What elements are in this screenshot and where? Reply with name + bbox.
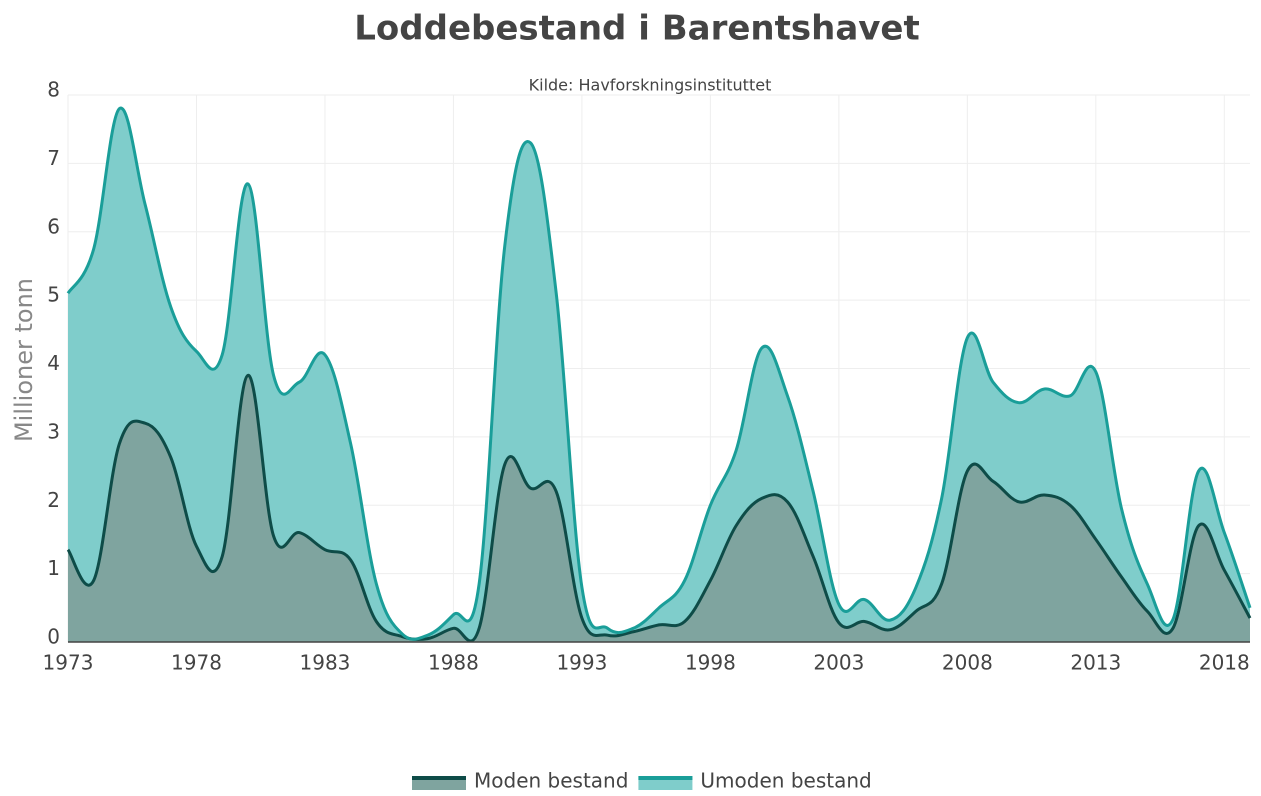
x-tick-label: 2003 [813, 651, 864, 675]
x-tick-label: 1973 [43, 651, 94, 675]
y-tick-label: 4 [47, 351, 60, 375]
y-tick-label: 7 [47, 146, 60, 170]
y-tick-label: 2 [47, 488, 60, 512]
x-tick-label: 2013 [1070, 651, 1121, 675]
chart-title: Loddebestand i Barentshavet [354, 9, 919, 49]
x-tick-label: 2008 [942, 651, 993, 675]
x-tick-label: 1978 [171, 651, 222, 675]
line [66, 106, 1252, 641]
x-tick-label: 1988 [428, 651, 479, 675]
area [68, 375, 1250, 642]
line [66, 373, 1252, 643]
area [68, 108, 1250, 642]
x-tick-label: 1998 [685, 651, 736, 675]
x-tick-label: 1983 [300, 651, 351, 675]
y-tick-label: 3 [47, 419, 60, 443]
legend-label: Umoden bestand [700, 769, 871, 793]
chart-subtitle: Kilde: Havforskningsinstituttet [529, 76, 772, 95]
y-tick-label: 0 [47, 625, 60, 649]
y-tick-label: 1 [47, 556, 60, 580]
x-tick-label: 2018 [1199, 651, 1250, 675]
y-tick-label: 5 [47, 283, 60, 307]
legend-label: Moden bestand [474, 769, 628, 793]
y-axis-label: Millioner tonn [10, 278, 38, 442]
y-tick-label: 8 [47, 78, 60, 102]
y-tick-label: 6 [47, 214, 60, 238]
x-tick-label: 1993 [556, 651, 607, 675]
